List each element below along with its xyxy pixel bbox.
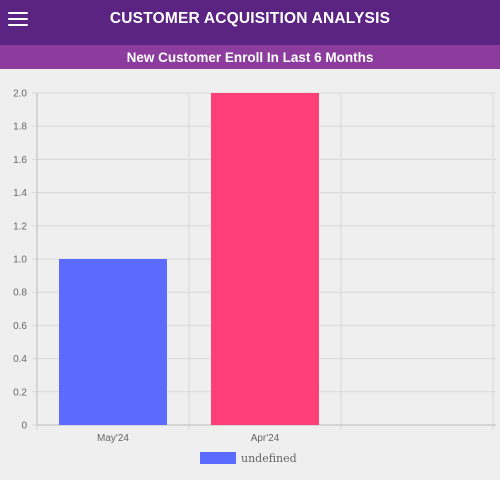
y-tick-label: 2.0	[13, 89, 27, 100]
y-tick-label: 1.6	[13, 155, 27, 166]
x-tick-label: Apr'24	[251, 433, 280, 444]
hamburger-menu-icon[interactable]	[8, 11, 28, 27]
page-title: CUSTOMER ACQUISITION ANALYSIS	[109, 10, 391, 27]
legend-swatch	[200, 452, 236, 464]
chart-title: New Customer Enroll In Last 6 Months	[126, 49, 374, 65]
y-tick-label: 0.4	[13, 354, 27, 365]
bar-1	[211, 93, 319, 425]
chart-title-bar: New Customer Enroll In Last 6 Months	[0, 45, 500, 69]
x-tick-label: May'24	[97, 433, 129, 444]
y-tick-label: 0.6	[13, 321, 27, 332]
y-tick-label: 0	[21, 421, 27, 432]
y-tick-label: 1.0	[13, 255, 27, 266]
bar-chart: 0 0.2 0.4 0.6 0.8 1.0 1.2 1.4 1.6 1.8 2.0 May'24 Apr…	[13, 89, 496, 465]
y-tick-label: 1.4	[13, 188, 27, 199]
legend-label: undefined	[241, 452, 297, 465]
y-tick-label: 0.2	[13, 387, 27, 398]
y-tick-label: 0.8	[13, 288, 27, 299]
bar-0	[59, 259, 167, 425]
app-header: CUSTOMER ACQUISITION ANALYSIS	[0, 0, 500, 45]
y-tick-label: 1.8	[13, 122, 27, 133]
y-tick-label: 1.2	[13, 221, 27, 232]
